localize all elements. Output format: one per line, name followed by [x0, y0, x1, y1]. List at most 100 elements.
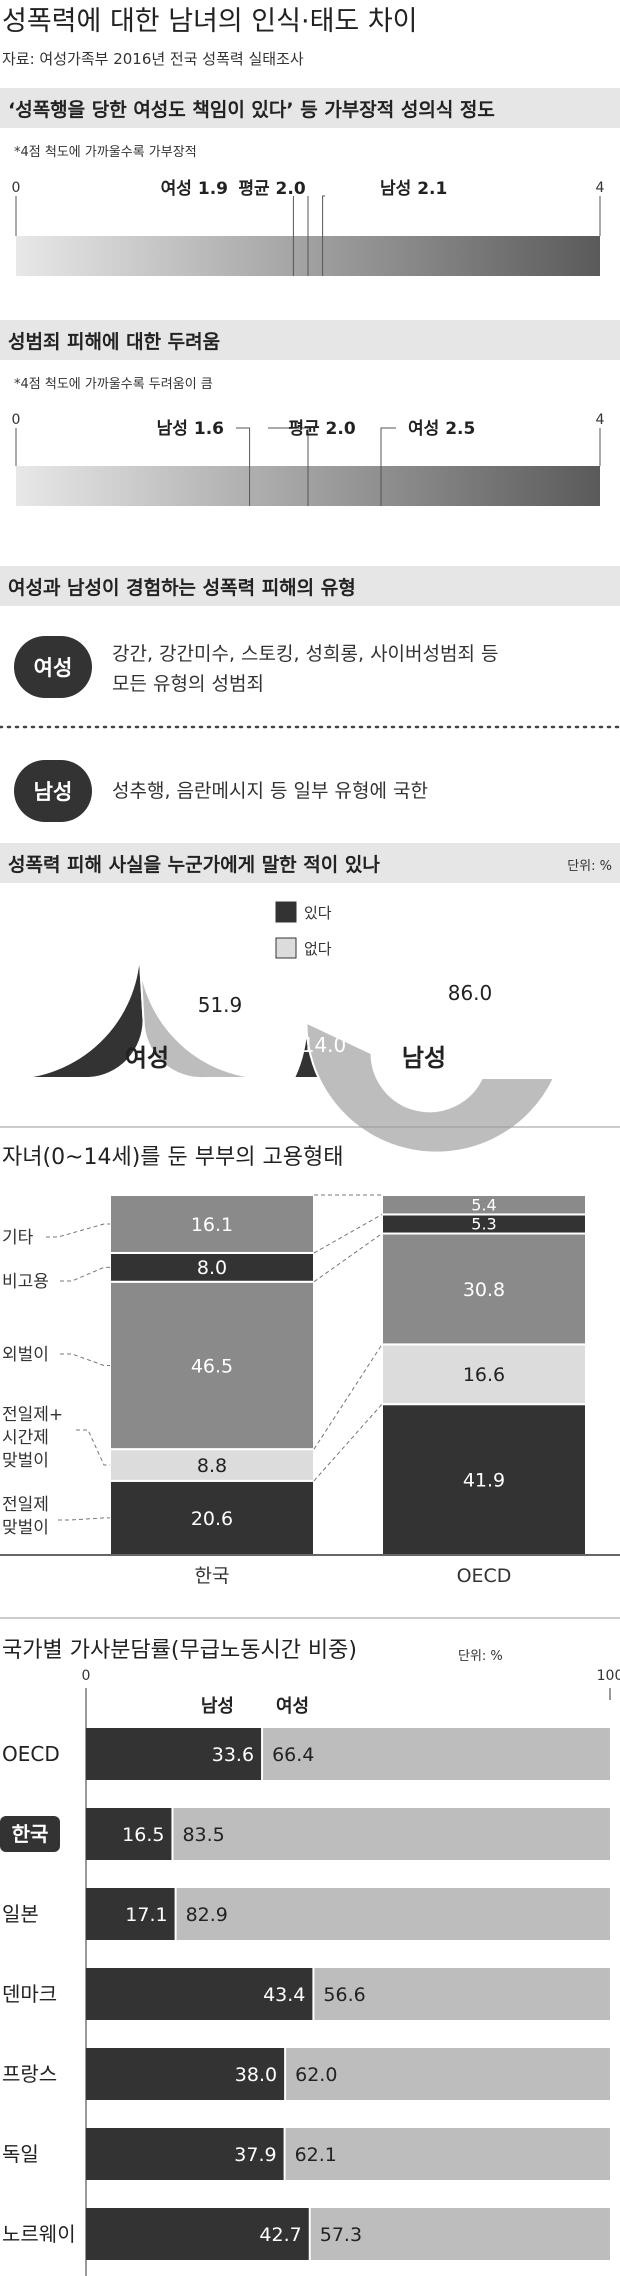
blame-marker-label-0: 여성 1.9	[161, 179, 228, 199]
housework-female-label-0: 66.4	[272, 1744, 314, 1766]
disclosure-title-band	[0, 843, 620, 883]
fear-marker-line-0	[236, 427, 251, 506]
disclosure-1-yes-label: 14.0	[302, 1033, 347, 1057]
male-badge	[14, 760, 92, 822]
employment-0-label-4: 16.1	[191, 1214, 233, 1236]
housework-category-3: 덴마크	[2, 1982, 57, 2006]
employment-0-seg-0	[109, 1479, 315, 1556]
housework-female-bar-5	[284, 2128, 610, 2180]
housework-category-1: 한국	[12, 1822, 49, 1846]
employment-1-seg-2	[381, 1232, 587, 1346]
housework-male-label-2: 17.1	[125, 1904, 167, 1926]
employment-0-label-1: 8.8	[197, 1455, 227, 1477]
housework-female-label-5: 62.1	[295, 2144, 337, 2166]
employment-row-label-0-line-1: 맞벌이	[2, 1518, 49, 1538]
housework-axis-min-label: 0	[82, 1668, 91, 1684]
housework-male-bar-6	[86, 2208, 310, 2260]
employment-row-leader-1	[76, 1429, 110, 1466]
employment-connector-0	[313, 1403, 383, 1482]
employment-1-label-3: 5.3	[471, 1215, 496, 1234]
male-badge-label: 남성	[34, 780, 73, 804]
employment-row-label-1-line-0: 전일제+	[2, 1405, 63, 1425]
housework-male-bar-2	[86, 1888, 176, 1940]
fear-marker-line-1	[268, 427, 309, 506]
housework-male-label-1: 16.5	[122, 1824, 164, 1846]
employment-connector-2	[313, 1233, 383, 1283]
fear-chart: 0 4 남성 1.6 평균 2.0 여성 2.5	[12, 412, 605, 506]
fear-title: 성범죄 피해에 대한 두려움	[8, 331, 220, 353]
housework-female-bar-1	[172, 1808, 610, 1860]
housework-chart: 0 100 남성 여성 33.6 66.4 OECD 16.5 83.5 한국 17.1 82.9 일본…	[0, 1668, 620, 2276]
employment-0-label-0: 20.6	[191, 1508, 233, 1530]
types-title: 여성과 남성이 경험하는 성폭력 피해의 유형	[8, 577, 356, 599]
employment-row-leader-3	[60, 1266, 110, 1282]
employment-row-label-1-line-2: 맞벌이	[2, 1451, 49, 1471]
male-types-line1: 성추행, 음란메시지 등 일부 유형에 국한	[112, 780, 428, 802]
types-title-band	[0, 566, 620, 606]
fear-marker-label-2: 여성 2.5	[408, 419, 475, 439]
housework-unit: 단위: %	[458, 1649, 503, 1664]
housework-axis-max-label: 100	[597, 1668, 620, 1684]
housework-title: 국가별 가사분담률(무급노동시간 비중)	[2, 1638, 357, 1663]
employment-1-label-1: 16.6	[463, 1364, 505, 1386]
employment-category-1: OECD	[457, 1565, 512, 1587]
employment-connector-1	[313, 1344, 383, 1450]
housework-female-bar-2	[175, 1888, 610, 1940]
disclosure-0-no-slice	[138, 948, 278, 1080]
housework-male-bar-3	[86, 1968, 314, 2020]
employment-connector-3	[313, 1214, 383, 1254]
fear-note: *4점 척도에 가까울수록 두려움이 큼	[14, 377, 213, 392]
disclosure-0-no-label: 51.9	[198, 993, 243, 1017]
disclosure-0-yes-slice	[16, 948, 145, 1079]
housework-highlight-badge	[0, 1816, 60, 1852]
disclosure-legend-swatch-0	[275, 901, 297, 923]
housework-male-label-4: 38.0	[235, 2064, 277, 2086]
blame-marker-label-2: 남성 2.1	[380, 179, 447, 199]
housework-legend-female: 여성	[276, 1696, 309, 1717]
housework-female-label-4: 62.0	[295, 2064, 337, 2086]
employment-0-label-2: 46.5	[191, 1355, 233, 1377]
fear-axis-max-label: 4	[596, 412, 605, 428]
employment-row-label-1-line-1: 시간제	[2, 1428, 49, 1448]
housework-female-label-1: 83.5	[182, 1824, 224, 1846]
blame-marker-label-1: 평균 2.0	[238, 179, 305, 199]
disclosure-unit: 단위: %	[567, 859, 612, 874]
housework-female-label-6: 57.3	[320, 2224, 362, 2246]
employment-row-leader-0	[58, 1517, 110, 1521]
fear-title-band	[0, 320, 620, 360]
page-source: 자료: 여성가족부 2016년 전국 성폭력 실태조사	[2, 50, 304, 68]
housework-category-5: 독일	[2, 2142, 39, 2166]
housework-male-label-3: 43.4	[263, 1984, 305, 2006]
housework-female-bar-3	[313, 1968, 610, 2020]
fear-marker-line-2	[380, 427, 396, 506]
employment-1-label-0: 41.9	[463, 1469, 505, 1491]
employment-0-seg-3	[109, 1251, 315, 1283]
disclosure-0-name: 여성	[125, 1044, 169, 1072]
fear-axis-min-label: 0	[12, 412, 21, 428]
disclosure-0-yes-label: 48.1	[52, 993, 97, 1017]
employment-1-label-4: 5.4	[471, 1195, 496, 1214]
female-badge	[14, 636, 92, 698]
housework-female-bar-4	[285, 2048, 610, 2100]
page-title: 성폭력에 대한 남녀의 인식·태도 차이	[2, 6, 418, 37]
blame-marker-line-2	[322, 195, 325, 276]
employment-chart: 20.6 8.8 46.5 8.0 16.1 41.9 16.6 30.8 5.35.4 한국 OE…	[0, 1194, 620, 1587]
employment-row-leader-4	[46, 1223, 110, 1238]
disclosure-legend-label-1: 없다	[304, 940, 332, 958]
employment-0-seg-2	[109, 1280, 315, 1451]
housework-category-2: 일본	[2, 1902, 39, 1926]
disclosure-legend-swatch-1	[275, 937, 297, 959]
employment-1-label-2: 30.8	[463, 1279, 505, 1301]
fear-marker-label-1: 평균 2.0	[288, 419, 355, 439]
employment-1-seg-4	[381, 1194, 587, 1216]
disclosure-1-name: 남성	[402, 1044, 446, 1072]
employment-1-seg-0	[381, 1403, 587, 1557]
disclosure-title: 성폭력 피해 사실을 누군가에게 말한 적이 있나	[8, 854, 380, 876]
employment-row-leader-2	[60, 1353, 110, 1366]
female-badge-label: 여성	[34, 656, 73, 680]
housework-male-label-5: 37.9	[234, 2144, 276, 2166]
disclosure-legend-label-0: 있다	[304, 904, 332, 922]
blame-axis-min-label: 0	[12, 180, 21, 196]
